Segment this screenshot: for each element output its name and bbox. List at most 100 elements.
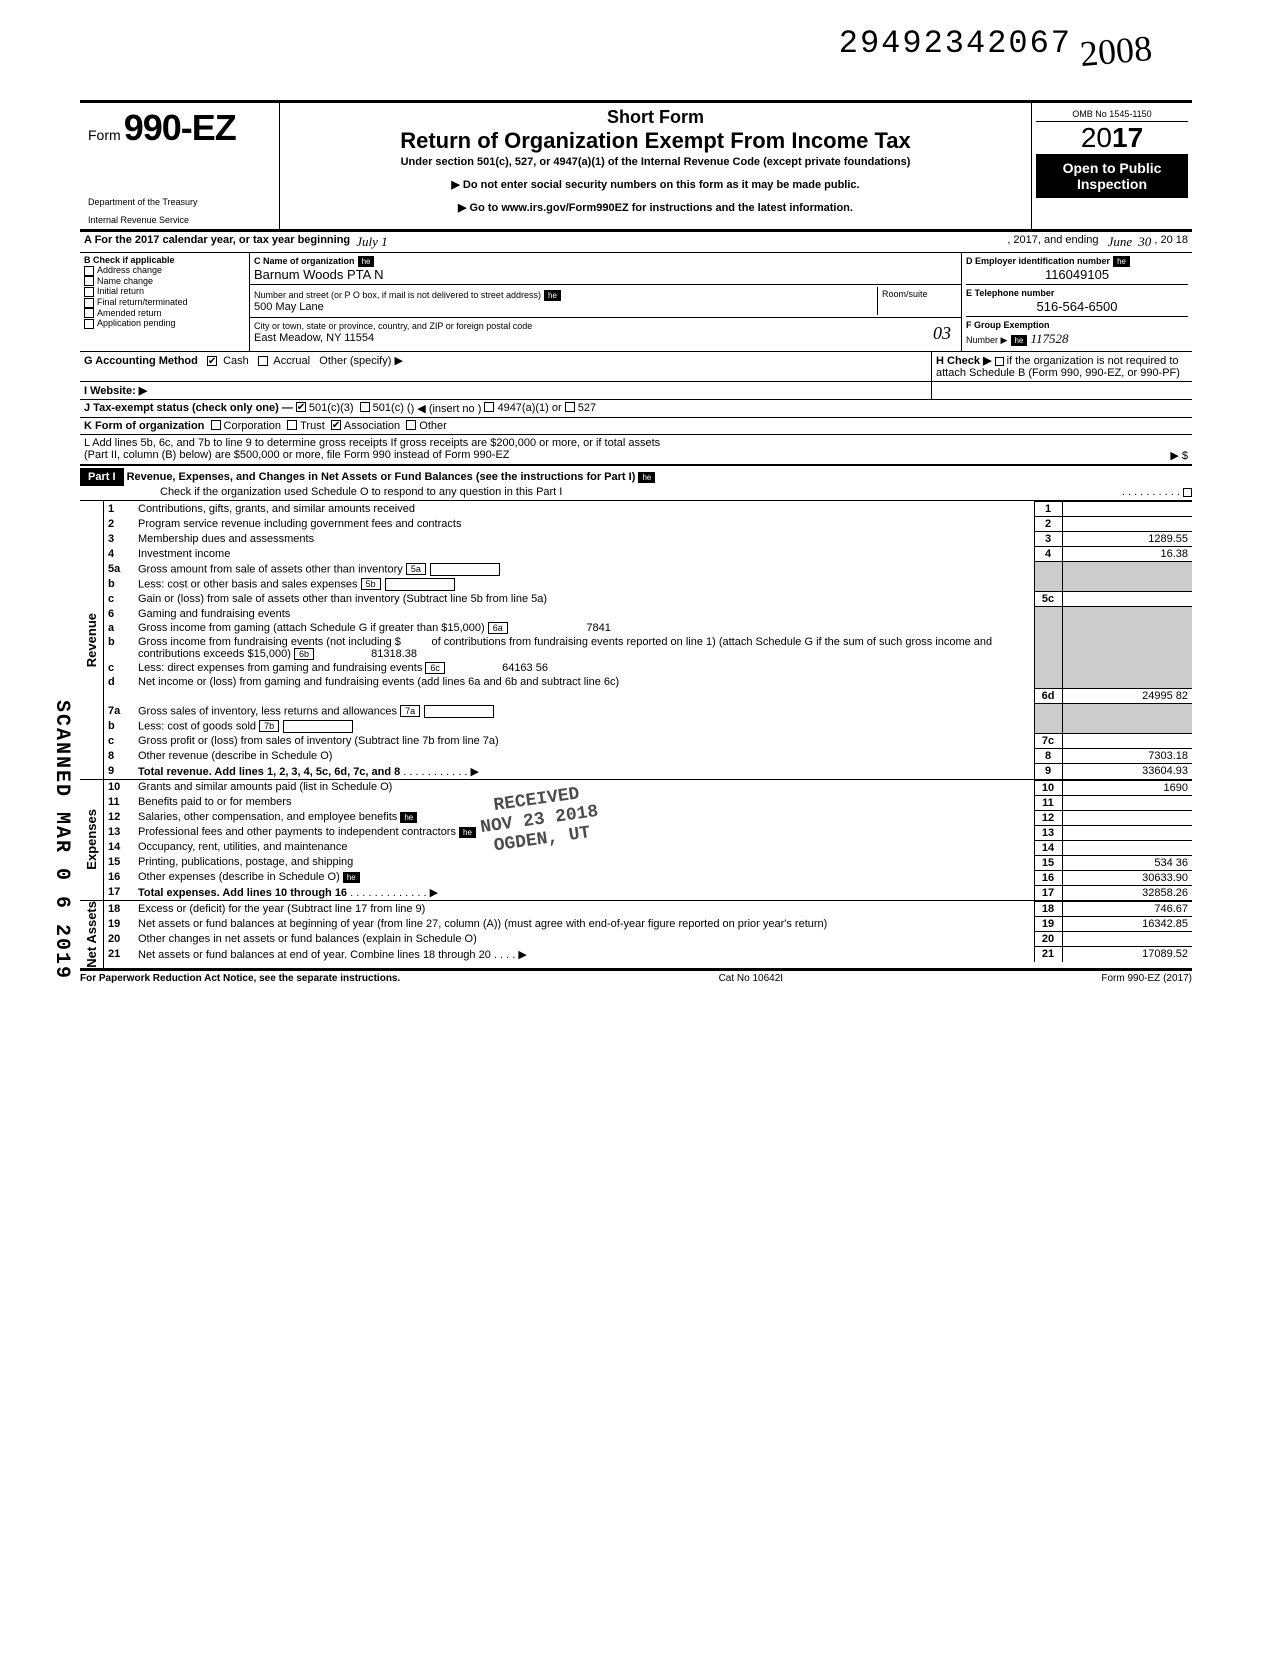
l20-desc: Other changes in net assets or fund bala… [138, 933, 477, 945]
open-public-badge: Open to Public Inspection [1036, 154, 1188, 198]
l7a-desc: Gross sales of inventory, less returns a… [138, 705, 397, 717]
l3-desc: Membership dues and assessments [138, 533, 314, 545]
g-accrual: Accrual [273, 355, 310, 367]
l6-desc: Gaming and fundraising events [138, 608, 290, 620]
l15-amt: 534 36 [1062, 855, 1192, 870]
ein-value: 116049105 [966, 267, 1188, 282]
j-527: 527 [578, 402, 596, 415]
footer: For Paperwork Reduction Act Notice, see … [80, 971, 1192, 984]
l1-amt [1062, 502, 1192, 517]
year-box: OMB No 1545-1150 2017 Open to Public Ins… [1032, 103, 1192, 229]
l16-amt: 30633.90 [1062, 870, 1192, 885]
check-amended[interactable]: Amended return [97, 308, 162, 318]
l19-desc: Net assets or fund balances at beginning… [138, 918, 827, 930]
l21-amt: 17089.52 [1062, 947, 1192, 962]
l6b-desc1: Gross income from fundraising events (no… [138, 636, 401, 648]
d-label: D Employer identification number [966, 256, 1110, 266]
l7a-box: 7a [400, 705, 420, 717]
form-header: Form 990-EZ Department of the Treasury I… [80, 103, 1192, 232]
org-street: 500 May Lane [254, 301, 324, 313]
l10-amt: 1690 [1062, 780, 1192, 795]
j-c3-check[interactable] [296, 402, 306, 412]
k-other: Other [419, 420, 447, 432]
name-col: C Name of organization he Barnum Woods P… [250, 253, 962, 351]
part1-check[interactable] [1183, 488, 1192, 497]
l5c-desc: Gain or (loss) from sale of assets other… [138, 593, 547, 605]
l4-desc: Investment income [138, 548, 230, 560]
h-check[interactable] [995, 357, 1004, 366]
line-a-begin: July 1 [356, 234, 387, 250]
stamp-number: 29492342067 [839, 25, 1072, 62]
scanned-stamp: SCANNED MAR 0 6 2019 [50, 700, 73, 980]
l5a-box: 5a [406, 563, 426, 575]
l5c-amt [1062, 592, 1192, 607]
l17-desc: Total expenses. Add lines 10 through 16 [138, 887, 347, 899]
l7c-amt [1062, 734, 1192, 749]
l9-desc: Total revenue. Add lines 1, 2, 3, 4, 5c,… [138, 766, 400, 778]
k-corp-check[interactable] [211, 420, 221, 430]
l14-amt [1062, 840, 1192, 855]
l6a-desc: Gross income from gaming (attach Schedul… [138, 622, 485, 634]
main-title: Return of Organization Exempt From Incom… [290, 128, 1021, 154]
l10-desc: Grants and similar amounts paid (list in… [138, 781, 392, 793]
line-a: A For the 2017 calendar year, or tax yea… [80, 232, 1192, 253]
netassets-table: 18Excess or (deficit) for the year (Subt… [104, 901, 1192, 962]
j-a1: 4947(a)(1) or [497, 402, 561, 415]
check-name[interactable]: Name change [97, 276, 153, 286]
l4-amt: 16.38 [1062, 547, 1192, 562]
l6d-desc: Net income or (loss) from gaming and fun… [138, 676, 619, 688]
dept-2: Internal Revenue Service [88, 215, 271, 225]
expenses-table: 10Grants and similar amounts paid (list … [104, 780, 1192, 901]
footer-left: For Paperwork Reduction Act Notice, see … [80, 973, 400, 984]
netassets-label: Net Assets [84, 901, 99, 968]
footer-right: Form 990-EZ (2017) [1101, 973, 1192, 984]
k-trust-check[interactable] [287, 420, 297, 430]
open-l2: Inspection [1040, 176, 1184, 192]
l8-amt: 7303.18 [1062, 749, 1192, 764]
j-527-check[interactable] [565, 402, 575, 412]
c-label: C Name of organization [254, 256, 355, 266]
cash-check[interactable] [207, 356, 217, 366]
check-b-header: B Check if applicable [84, 255, 245, 265]
tax-year: 2017 [1036, 122, 1188, 154]
l16-desc: Other expenses (describe in Schedule O) [138, 871, 340, 883]
check-pending[interactable]: Application pending [97, 318, 176, 328]
l2-amt [1062, 517, 1192, 532]
l5b-box: 5b [361, 578, 381, 590]
check-final[interactable]: Final return/terminated [97, 297, 188, 307]
check-b-col: B Check if applicable Address change Nam… [80, 253, 250, 351]
part1-tab: Part I [80, 468, 124, 486]
l9-amt: 33604.93 [1062, 764, 1192, 779]
year-bold: 17 [1112, 122, 1143, 153]
stamp-addon: 2008 [1078, 27, 1153, 75]
l12-desc: Salaries, other compensation, and employ… [138, 811, 397, 823]
f-value: 117528 [1030, 331, 1068, 346]
accrual-check[interactable] [258, 356, 268, 366]
title-box: Short Form Return of Organization Exempt… [280, 103, 1032, 229]
revenue-table: 1Contributions, gifts, grants, and simil… [104, 501, 1192, 779]
l1-desc: Contributions, gifts, grants, and simila… [138, 503, 415, 515]
check-addr[interactable]: Address change [97, 265, 162, 275]
j-ins: ) ◀ (insert no ) [411, 402, 482, 415]
expenses-section: Expenses 10Grants and similar amounts pa… [80, 780, 1192, 902]
h-label: H Check ▶ [936, 355, 992, 367]
j-c-check[interactable] [360, 402, 370, 412]
k-other-check[interactable] [406, 420, 416, 430]
org-name: Barnum Woods PTA N [254, 267, 384, 282]
l18-desc: Excess or (deficit) for the year (Subtra… [138, 903, 425, 915]
ssn-warning: ▶ Do not enter social security numbers o… [290, 178, 1021, 191]
j-a1-check[interactable] [484, 402, 494, 412]
i-label: I Website: ▶ [84, 385, 147, 397]
j-row: J Tax-exempt status (check only one) — 5… [80, 400, 1192, 418]
check-initial[interactable]: Initial return [97, 286, 144, 296]
form-prefix: Form [88, 127, 121, 143]
k-row: K Form of organization Corporation Trust… [80, 418, 1192, 435]
i-row: I Website: ▶ [80, 382, 1192, 400]
omb-number: OMB No 1545-1150 [1036, 107, 1188, 122]
l14-desc: Occupancy, rent, utilities, and maintena… [138, 841, 348, 853]
k-assoc-check[interactable] [331, 420, 341, 430]
k-corp: Corporation [224, 420, 281, 432]
gh-row: G Accounting Method Cash Accrual Other (… [80, 352, 1192, 382]
year-prefix: 20 [1081, 122, 1112, 153]
netassets-section: Net Assets 18Excess or (deficit) for the… [80, 901, 1192, 971]
